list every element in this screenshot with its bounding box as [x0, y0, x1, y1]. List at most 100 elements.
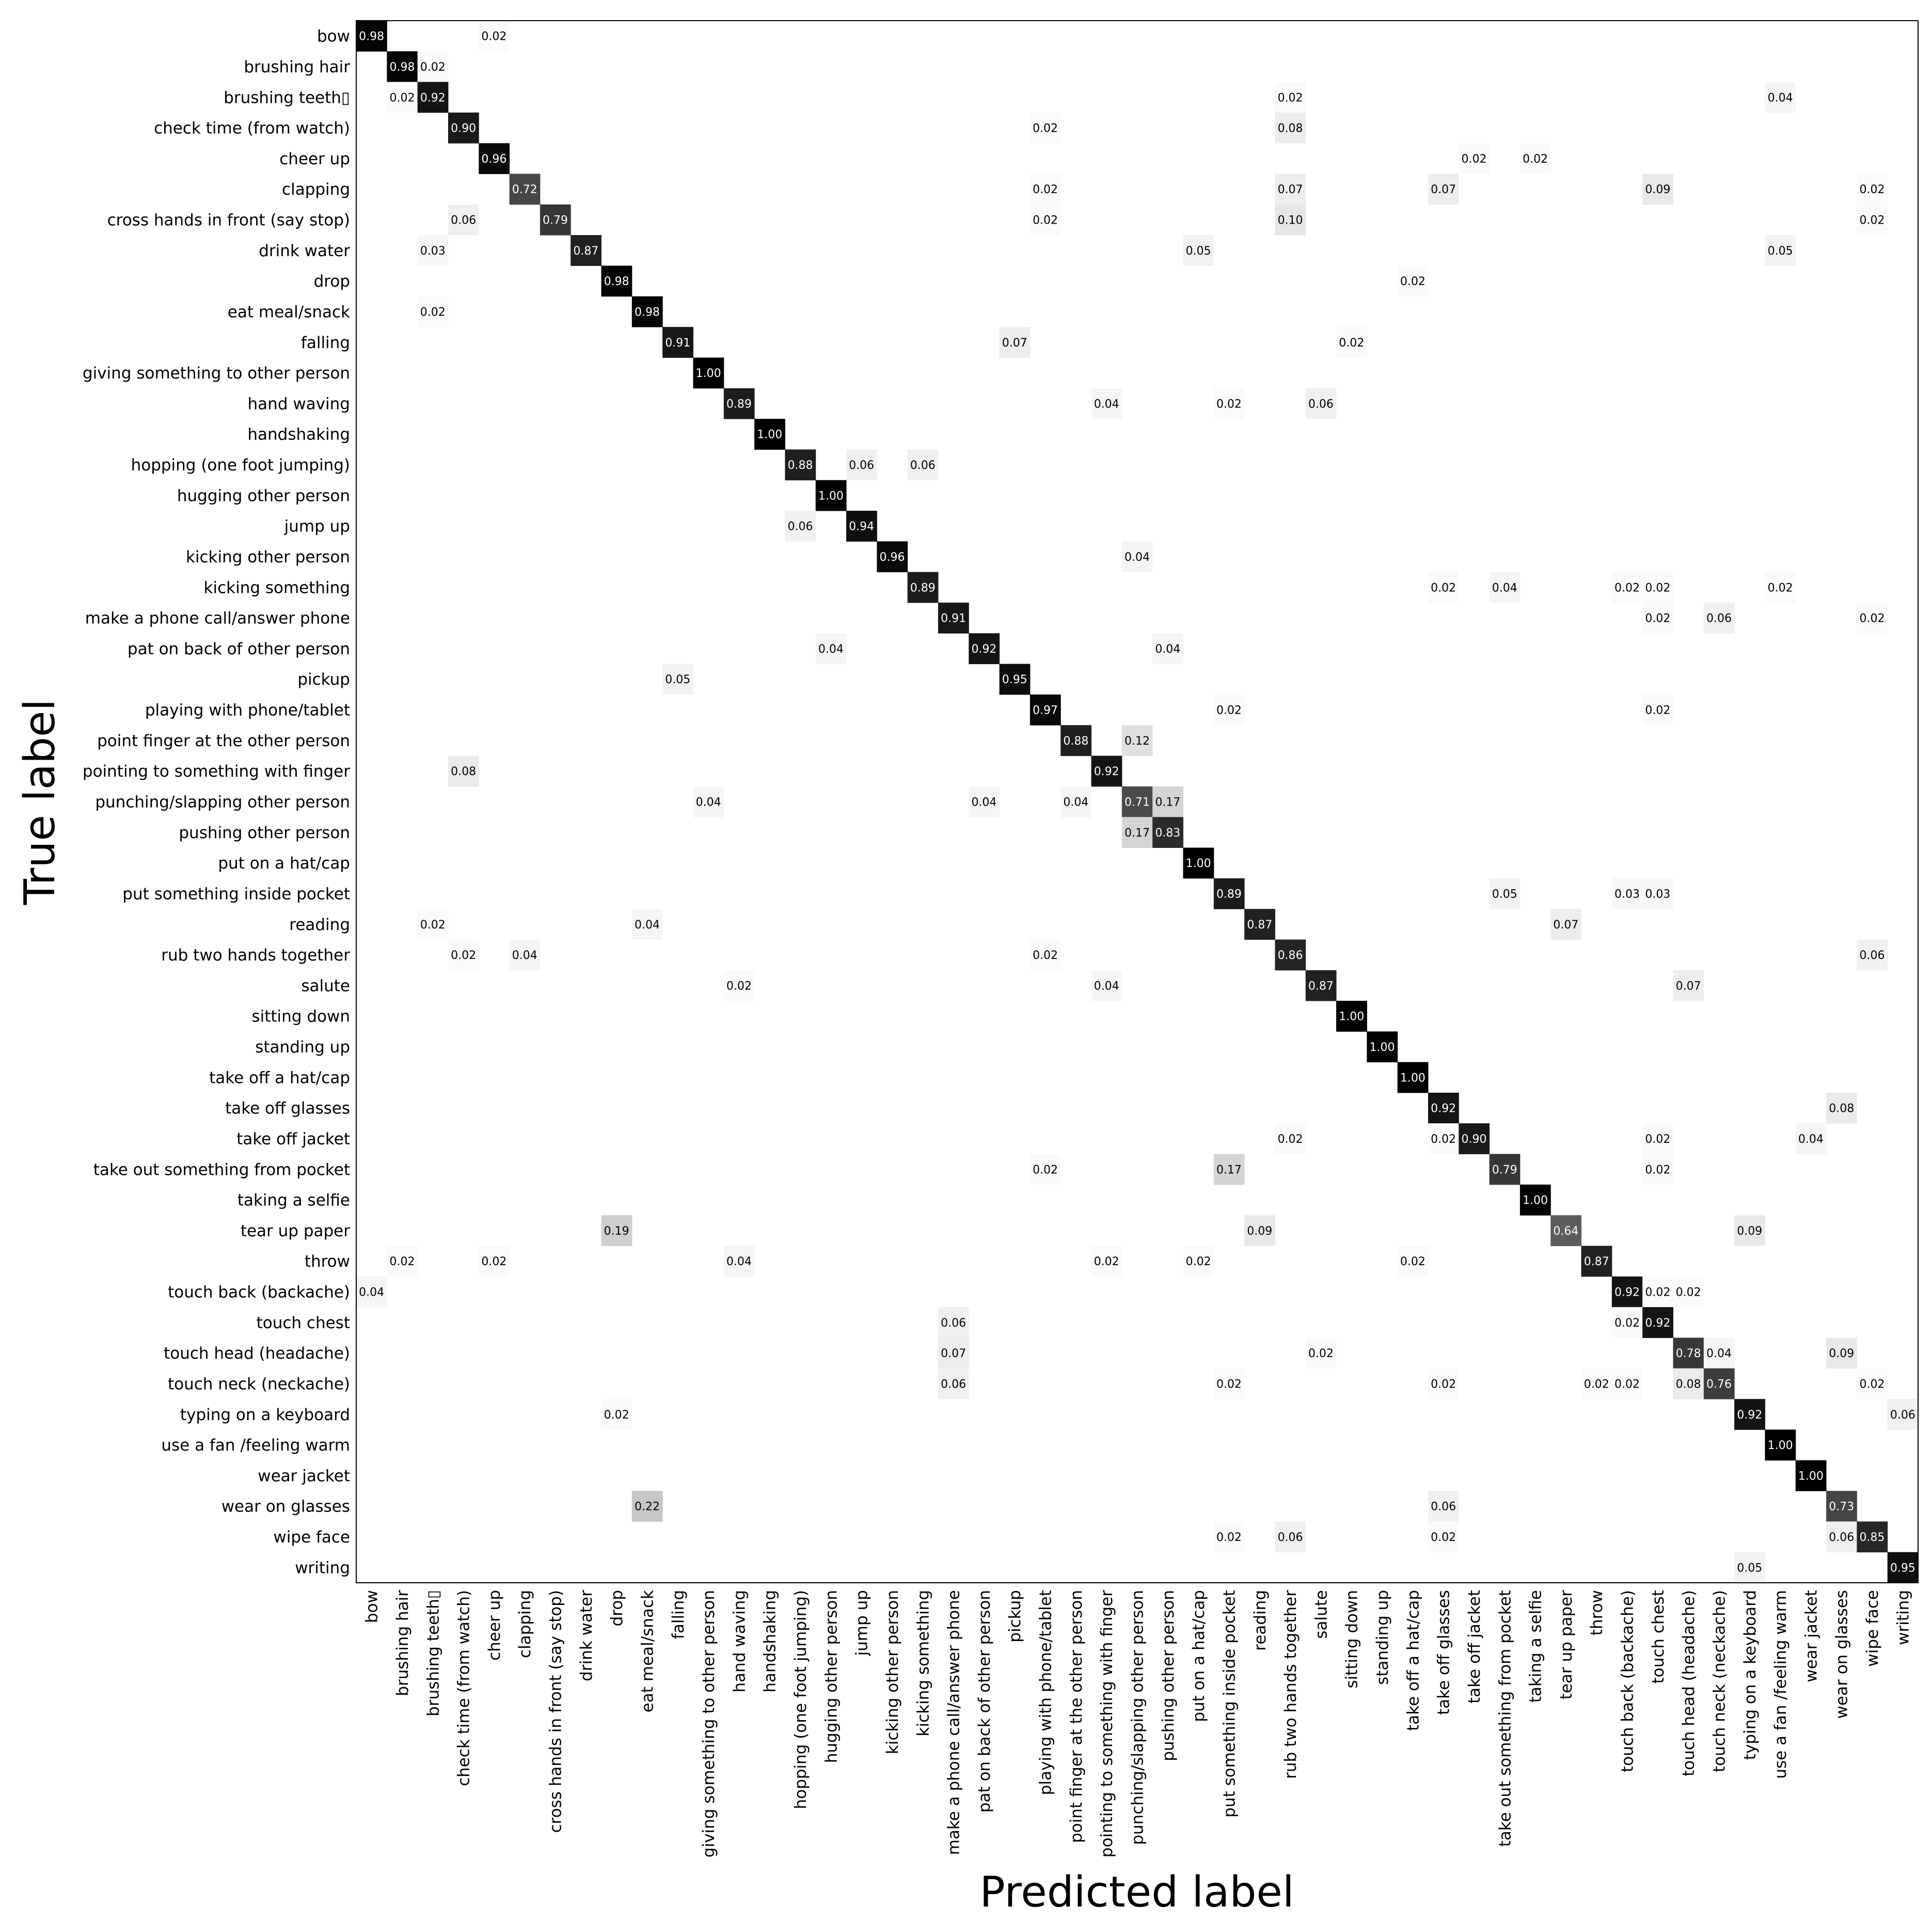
cell-value-label: 0.98 [389, 61, 415, 74]
cell-value-label: 0.02 [1431, 581, 1456, 594]
cell-value-label: 0.92 [971, 643, 996, 656]
heatmap-cell [1397, 265, 1429, 297]
x-tick-label: check time (from watch) [455, 1590, 473, 1786]
cell-value-label: 0.86 [1278, 949, 1303, 962]
y-tick-label: make a phone call/answer phone [85, 609, 350, 628]
x-tick-label: playing with phone/tablet [1037, 1590, 1055, 1795]
heatmap-cell [1428, 1368, 1459, 1399]
cell-value-label: 0.02 [420, 919, 446, 932]
heatmap-cell [417, 296, 449, 327]
cell-value-label: 0.06 [910, 459, 936, 472]
x-tick-label: eat meal/snack [638, 1590, 657, 1712]
cell-value-label: 0.78 [1676, 1347, 1701, 1360]
cell-value-label: 1.00 [1768, 1439, 1793, 1452]
cell-value-label: 0.89 [1216, 888, 1242, 901]
cell-value-label: 0.06 [451, 214, 476, 227]
heatmap-cell [448, 112, 479, 144]
heatmap-cell [1030, 694, 1061, 726]
y-tick-label: giving something to other person [83, 364, 350, 383]
x-tick-label: brushing teeth▯ [424, 1590, 442, 1717]
heatmap-cell [417, 51, 449, 83]
heatmap-cell [1091, 970, 1122, 1001]
y-tick-label: throw [305, 1252, 350, 1271]
cell-value-label: 0.02 [1860, 183, 1885, 196]
cell-value-label: 0.17 [1155, 796, 1180, 809]
cell-value-label: 1.00 [1370, 1041, 1395, 1054]
y-tick-label: tear up paper [241, 1222, 350, 1240]
y-tick-label: kicking other person [186, 548, 350, 566]
heatmap-cell [601, 265, 632, 297]
x-tick-label: salute [1312, 1590, 1331, 1639]
heatmap-cell [1121, 725, 1153, 757]
heatmap-cell [1428, 572, 1459, 603]
heatmap-cell [1550, 1215, 1582, 1247]
cell-value-label: 0.05 [665, 673, 690, 686]
heatmap-cell [540, 204, 571, 235]
heatmap-cell [1091, 388, 1122, 419]
cell-value-label: 0.02 [1186, 1255, 1211, 1268]
x-tick-label: point finger at the other person [1067, 1590, 1086, 1843]
x-tick-label: take off a hat/cap [1404, 1590, 1422, 1731]
x-tick-label: touch back (backache) [1619, 1590, 1637, 1772]
heatmap-cell [907, 572, 939, 603]
heatmap-cell [938, 1307, 969, 1338]
heatmap-cell [1091, 1246, 1122, 1277]
heatmap-cell [1213, 1154, 1245, 1185]
cell-value-label: 0.79 [1492, 1163, 1517, 1176]
heatmap-cell [1459, 1123, 1490, 1155]
x-tick-label: drink water [577, 1590, 596, 1681]
x-tick-label: use a fan /feeling warm [1771, 1590, 1790, 1779]
heatmap-cell [1642, 602, 1673, 634]
cell-value-label: 0.02 [1400, 275, 1426, 288]
y-tick-label: taking a selfie [237, 1191, 350, 1210]
cell-value-label: 0.02 [451, 949, 476, 962]
heatmap-cell [1826, 1521, 1857, 1553]
y-tick-label: reading [289, 916, 350, 934]
y-tick-label: touch head (headache) [164, 1344, 350, 1363]
heatmap-cell [1275, 174, 1306, 205]
x-tick-labels: bow brushing hair brushing teeth▯ check tim… [363, 1590, 1913, 1857]
heatmap-cell [1611, 572, 1643, 603]
heatmap-cell [1795, 1123, 1827, 1155]
heatmap-cell [1030, 1154, 1061, 1185]
heatmap-cell [999, 664, 1031, 695]
cell-value-label: 0.02 [481, 1255, 506, 1268]
heatmap-cell [631, 909, 663, 940]
cell-value-label: 0.02 [1860, 612, 1885, 625]
cell-value-label: 0.04 [1094, 398, 1119, 411]
cell-value-label: 0.96 [879, 551, 905, 564]
cell-value-label: 0.02 [389, 91, 415, 104]
heatmap-cell [1030, 112, 1061, 144]
cells-layer [356, 21, 1919, 1583]
cell-value-label: 0.05 [1737, 1562, 1762, 1574]
heatmap-cell [1795, 1460, 1827, 1491]
cell-value-label: 0.04 [818, 643, 844, 656]
y-tick-label: drop [314, 272, 350, 291]
y-axis-label: True label [15, 699, 65, 906]
heatmap-cell [1519, 1184, 1551, 1216]
heatmap-cell [1765, 235, 1796, 266]
cell-value-label: 0.02 [1860, 214, 1885, 227]
cell-value-label: 0.02 [604, 1409, 629, 1422]
x-tick-label: typing on a keyboard [1741, 1590, 1760, 1760]
x-tick-label: kicking other person [883, 1590, 902, 1754]
x-tick-label: brushing hair [393, 1590, 412, 1696]
cell-value-label: 0.02 [1768, 581, 1793, 594]
x-tick-label: clapping [516, 1590, 534, 1658]
cell-value-label: 0.07 [1431, 183, 1456, 196]
heatmap-cell [1581, 1246, 1612, 1277]
cell-value-label: 0.92 [1645, 1317, 1670, 1330]
cell-value-label: 0.02 [1216, 1531, 1242, 1544]
cell-value-label: 0.02 [1860, 1378, 1885, 1391]
heatmap-cell [1857, 1521, 1888, 1553]
cell-value-label: 0.02 [1584, 1378, 1609, 1391]
cell-value-label: 0.17 [1216, 1163, 1242, 1176]
cell-value-label: 0.02 [726, 980, 752, 993]
heatmap-cell [1060, 725, 1092, 757]
cell-value-label: 0.98 [635, 306, 660, 319]
cell-value-label: 0.02 [1094, 1255, 1119, 1268]
x-tick-label: pointing to something with finger [1098, 1590, 1116, 1857]
x-tick-label: handshaking [761, 1590, 780, 1693]
y-tick-label: pushing other person [179, 824, 350, 842]
heatmap-cell [1703, 1368, 1735, 1399]
